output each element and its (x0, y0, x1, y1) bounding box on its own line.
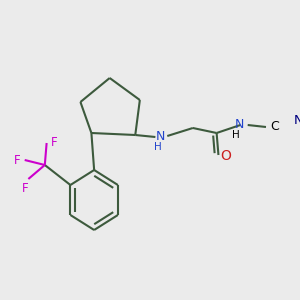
Text: N: N (235, 118, 244, 131)
Text: H: H (232, 130, 240, 140)
Text: O: O (220, 149, 231, 163)
Text: F: F (14, 154, 21, 167)
Text: N: N (294, 115, 300, 128)
Text: H: H (154, 142, 162, 152)
Text: F: F (51, 136, 57, 148)
Text: F: F (21, 182, 28, 194)
Text: C: C (270, 119, 279, 133)
Text: N: N (155, 130, 165, 143)
